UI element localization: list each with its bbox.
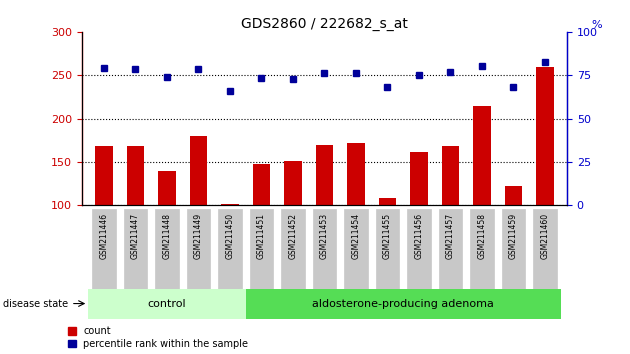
Bar: [470, 209, 494, 289]
Text: disease state: disease state: [3, 298, 68, 309]
Text: GSM211447: GSM211447: [131, 213, 140, 259]
Text: GSM211454: GSM211454: [352, 213, 360, 259]
Text: GSM211460: GSM211460: [541, 213, 549, 259]
Bar: [501, 209, 525, 289]
Text: GSM211453: GSM211453: [320, 213, 329, 259]
Bar: [438, 209, 462, 289]
Bar: [158, 171, 176, 205]
Bar: [249, 209, 273, 289]
Bar: [281, 209, 305, 289]
Text: GSM211458: GSM211458: [478, 213, 486, 259]
Bar: [473, 105, 491, 205]
Bar: [246, 289, 561, 319]
Bar: [253, 164, 270, 205]
Bar: [127, 146, 144, 205]
Bar: [344, 209, 368, 289]
Text: aldosterone-producing adenoma: aldosterone-producing adenoma: [312, 298, 494, 309]
Title: GDS2860 / 222682_s_at: GDS2860 / 222682_s_at: [241, 17, 408, 31]
Bar: [218, 209, 242, 289]
Bar: [379, 198, 396, 205]
Bar: [92, 209, 116, 289]
Bar: [407, 209, 431, 289]
Text: GSM211457: GSM211457: [446, 213, 455, 259]
Bar: [155, 209, 179, 289]
Text: GSM211452: GSM211452: [289, 213, 297, 259]
Text: %: %: [591, 20, 602, 30]
Bar: [316, 144, 333, 205]
Bar: [284, 161, 302, 205]
Text: GSM211459: GSM211459: [509, 213, 518, 259]
Text: GSM211448: GSM211448: [163, 213, 171, 259]
Legend: count, percentile rank within the sample: count, percentile rank within the sample: [68, 326, 248, 349]
Text: GSM211450: GSM211450: [226, 213, 234, 259]
Bar: [505, 186, 522, 205]
Bar: [88, 289, 246, 319]
Bar: [410, 153, 428, 205]
Bar: [375, 209, 399, 289]
Bar: [536, 67, 554, 205]
Text: control: control: [147, 298, 186, 309]
Text: GSM211456: GSM211456: [415, 213, 423, 259]
Bar: [312, 209, 336, 289]
Bar: [442, 146, 459, 205]
Text: GSM211451: GSM211451: [257, 213, 266, 259]
Bar: [190, 136, 207, 205]
Bar: [347, 143, 365, 205]
Bar: [533, 209, 557, 289]
Text: GSM211455: GSM211455: [383, 213, 392, 259]
Text: GSM211446: GSM211446: [100, 213, 108, 259]
Bar: [186, 209, 210, 289]
Bar: [95, 146, 113, 205]
Text: GSM211449: GSM211449: [194, 213, 203, 259]
Bar: [123, 209, 147, 289]
